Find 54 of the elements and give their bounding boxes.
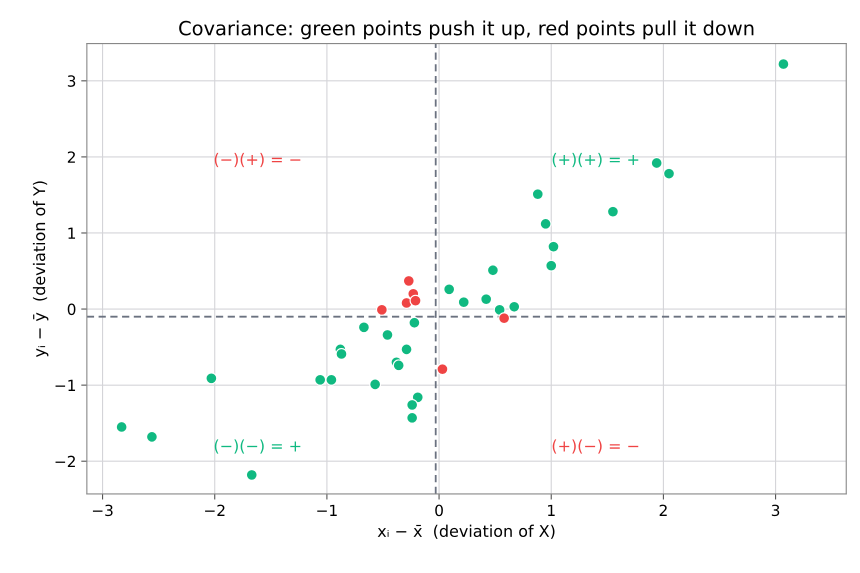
chart-title: Covariance: green points push it up, red points pull it down: [179, 20, 754, 40]
point: [146, 430, 158, 443]
point: [400, 343, 412, 356]
y-tick-label: 2: [68, 151, 75, 163]
y-tick-label: 3: [68, 75, 76, 87]
x-tick-label: −2: [205, 504, 224, 516]
y-tick-label: −1: [56, 380, 76, 391]
point: [402, 274, 415, 287]
point: [410, 294, 422, 307]
point: [443, 283, 456, 296]
point: [458, 296, 470, 308]
point: [336, 348, 348, 360]
point: [480, 293, 492, 306]
x-tick-label: −3: [92, 504, 113, 516]
point: [436, 363, 448, 376]
annotation: (+)(+) = +: [552, 152, 638, 168]
point: [545, 260, 558, 272]
annotation: (−)(+) = −: [214, 152, 300, 168]
x-tick-label: 0: [435, 504, 443, 516]
x-axis-title: xᵢ − x̄ (deviation of X): [378, 524, 554, 539]
point: [663, 168, 675, 180]
point: [376, 304, 388, 316]
y-tick-label: 1: [68, 228, 76, 239]
x-tick-label: 3: [772, 504, 780, 516]
point: [508, 300, 520, 313]
point: [486, 264, 499, 276]
y-axis-title: yᵢ − ȳ (deviation of Y): [32, 181, 48, 357]
point: [406, 412, 418, 424]
point: [548, 240, 560, 253]
point: [777, 58, 790, 70]
x-tick-label: 1: [548, 504, 555, 516]
point: [540, 218, 552, 230]
point: [406, 398, 418, 411]
point: [408, 316, 420, 329]
y-tick-label: 0: [68, 304, 76, 316]
point: [205, 372, 218, 384]
point: [494, 304, 506, 316]
y-tick-label: −2: [56, 456, 75, 468]
point: [369, 378, 382, 390]
point: [392, 359, 405, 372]
annotation: (−)(−) = +: [214, 439, 300, 454]
point: [325, 374, 338, 386]
point: [532, 188, 544, 200]
point: [382, 328, 394, 341]
point: [650, 157, 663, 169]
point: [358, 321, 370, 334]
annotation: (+)(−) = −: [552, 439, 638, 454]
point: [606, 206, 619, 218]
point: [116, 421, 128, 433]
point: [498, 312, 510, 324]
point: [246, 468, 258, 481]
x-tick-label: 2: [660, 504, 667, 516]
x-tick-label: −1: [317, 504, 337, 516]
point: [314, 374, 326, 386]
